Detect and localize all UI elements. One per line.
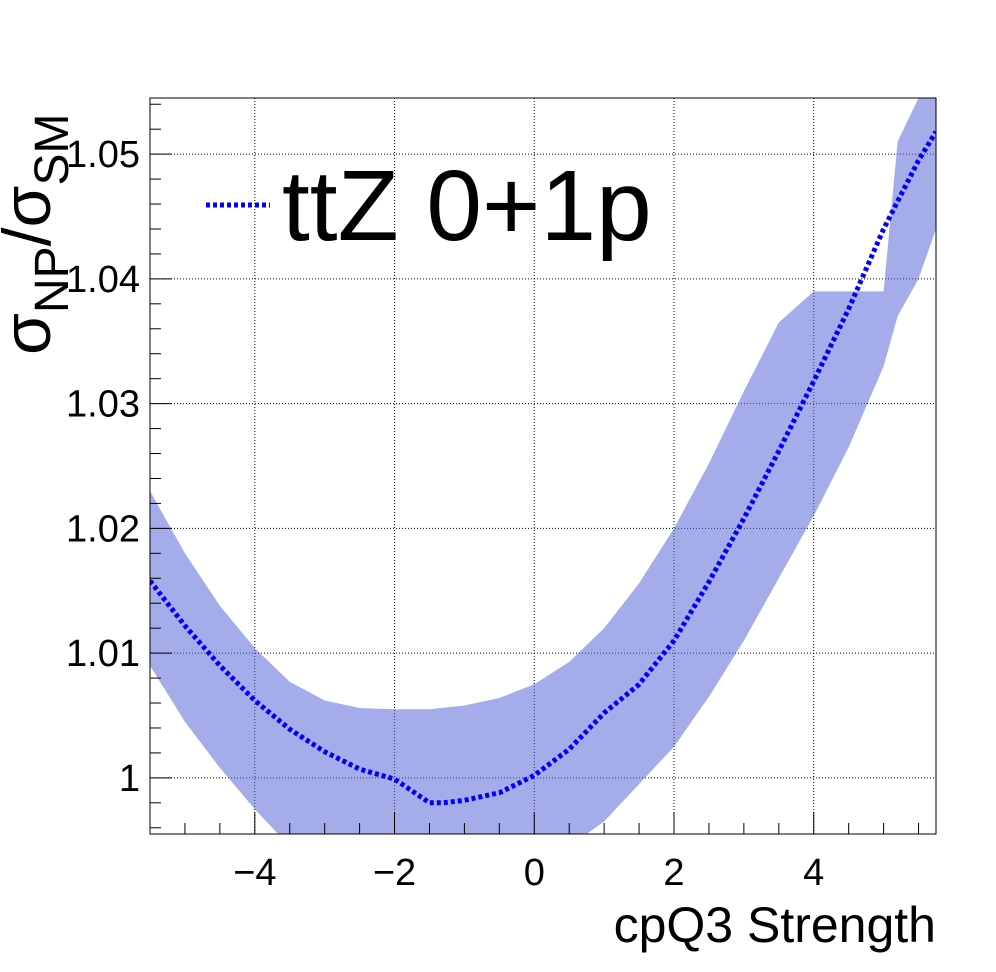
legend-label-ttz: ttZ 0+1p bbox=[282, 150, 652, 262]
y-tick-label-3: 1.03 bbox=[66, 384, 140, 426]
y-axis-label-sub-np: NP bbox=[26, 246, 79, 313]
y-tick-label-2: 1.02 bbox=[66, 508, 140, 550]
x-axis-label: cpQ3 Strength bbox=[614, 897, 936, 953]
svg-text:σNP/σSM: σNP/σSM bbox=[0, 113, 79, 355]
y-tick-label-1: 1.01 bbox=[66, 633, 140, 675]
legend: ttZ 0+1p bbox=[206, 150, 652, 262]
x-tick-label-3: 2 bbox=[663, 852, 684, 894]
y-axis-label-slash-sigma: /σ bbox=[0, 185, 65, 246]
band-area bbox=[150, 98, 936, 834]
y-axis-label: σNP/σSM bbox=[0, 113, 79, 355]
series-line-0 bbox=[150, 130, 936, 806]
y-tick-label-5: 1.05 bbox=[66, 134, 140, 176]
y-tick-label-4: 1.04 bbox=[66, 259, 140, 301]
y-tick-label-0: 1 bbox=[119, 758, 140, 800]
axes: −4 −2 0 2 4 1 1.01 1.02 1.03 1.04 1.05 bbox=[66, 103, 920, 894]
y-axis-label-sigma: σ bbox=[0, 313, 65, 355]
x-tick-label-0: −4 bbox=[233, 852, 276, 894]
plot-frame bbox=[149, 97, 937, 835]
x-tick-label-1: −2 bbox=[373, 852, 416, 894]
x-tick-label-4: 4 bbox=[803, 852, 824, 894]
series-layer bbox=[150, 130, 936, 806]
x-tick-label-2: 0 bbox=[524, 852, 545, 894]
y-axis-label-sub-sm: SM bbox=[26, 113, 79, 185]
uncertainty-band bbox=[150, 98, 936, 834]
